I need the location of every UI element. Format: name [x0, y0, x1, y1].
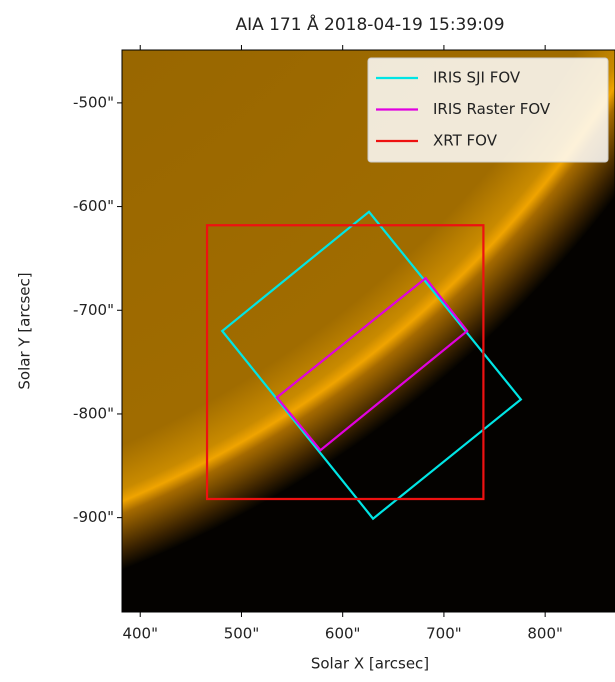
fov-outline: [275, 276, 469, 452]
overlays: [205, 210, 523, 521]
x-tick-label: 700": [426, 625, 462, 643]
plot-frame: [121, 49, 615, 613]
x-axis-label: Solar X [arcsec]: [311, 655, 429, 673]
legend: IRIS SJI FOV IRIS Raster FOV XRT FOV: [367, 57, 609, 163]
y-tick-label: -800": [73, 404, 114, 422]
x-tick-label: 400": [122, 625, 158, 643]
fov-outline: [205, 224, 485, 501]
x-tick-label: 800": [527, 625, 563, 643]
legend-label: IRIS Raster FOV: [433, 100, 551, 118]
y-tick-label: -600": [73, 197, 114, 215]
fov-outline: [220, 210, 523, 521]
y-tick-label: -500": [73, 93, 114, 111]
x-tick-label: 500": [224, 625, 260, 643]
legend-label: XRT FOV: [433, 132, 498, 150]
chart-title: AIA 171 Å 2018-04-19 15:39:09: [235, 13, 504, 35]
y-tick-label: -900": [73, 508, 114, 526]
x-tick-label: 600": [325, 625, 361, 643]
legend-box: [367, 57, 609, 163]
legend-label: IRIS SJI FOV: [433, 69, 521, 87]
y-axis-label: Solar Y [arcsec]: [16, 272, 34, 389]
y-tick-label: -700": [73, 301, 114, 319]
